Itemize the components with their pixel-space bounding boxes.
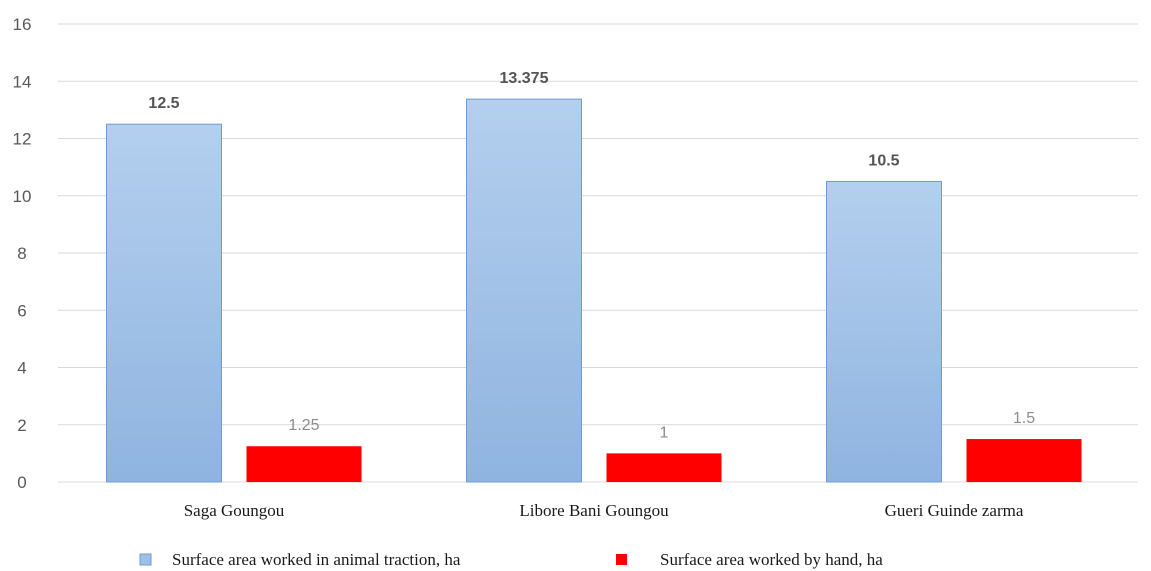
data-label: 1 [660,424,669,441]
data-label: 12.5 [148,95,179,112]
y-tick-label: 14 [13,72,32,91]
y-tick-label: 16 [13,15,32,34]
bar-animal-traction [466,98,582,483]
y-tick-label: 4 [17,359,26,378]
data-labels: 12.5 1.25 13.375 1 10.5 1.5 [148,70,1035,441]
data-label: 10.5 [868,152,899,169]
category-label: Libore Bani Goungou [519,501,669,520]
data-label: 13.375 [500,70,549,87]
category-label: Saga Goungou [184,501,285,520]
bar-animal-traction [106,123,222,483]
bar-by-hand [966,439,1082,482]
legend: Surface area worked in animal traction, … [139,550,883,569]
y-axis-tick-labels: 0 2 4 6 8 10 12 14 16 [13,15,32,492]
legend-swatch-animal-traction [139,553,152,566]
bar-by-hand [606,453,722,482]
x-axis-category-labels: Saga Goungou Libore Bani Goungou Gueri Gui… [184,501,1024,520]
y-tick-label: 2 [17,416,26,435]
y-tick-label: 6 [17,301,26,320]
y-tick-label: 8 [17,244,26,263]
category-label: Gueri Guinde zarma [885,501,1024,520]
legend-swatch-by-hand [616,554,627,565]
gridlines [58,23,1138,483]
data-label: 1.5 [1013,410,1035,427]
bar-by-hand [246,446,362,482]
legend-label-animal-traction: Surface area worked in animal traction, … [172,550,461,569]
legend-label-by-hand: Surface area worked by hand, ha [660,550,883,569]
y-tick-label: 12 [13,130,32,149]
bars [106,98,1082,483]
bar-animal-traction [826,180,942,483]
y-tick-label: 10 [13,187,32,206]
y-tick-label: 0 [17,473,26,492]
data-label: 1.25 [288,417,319,434]
